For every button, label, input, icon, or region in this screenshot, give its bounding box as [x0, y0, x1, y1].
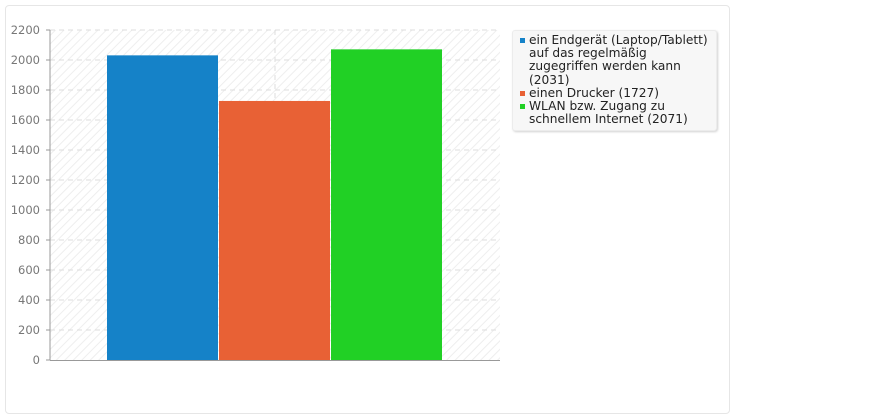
legend-item: ein Endgerät (Laptop/Tablett) auf das re… — [519, 33, 710, 87]
y-tick-label: 1400 — [11, 143, 40, 157]
y-tick-label: 800 — [18, 233, 40, 247]
y-tick-label: 200 — [18, 323, 40, 337]
legend: ein Endgerät (Laptop/Tablett) auf das re… — [512, 30, 717, 132]
y-tick-label: 1200 — [11, 173, 40, 187]
legend-item: WLAN bzw. Zugang zu schnellem Internet (… — [519, 99, 710, 127]
y-tick-label: 600 — [18, 263, 40, 277]
y-tick-label: 2000 — [11, 53, 40, 67]
legend-label: ein Endgerät (Laptop/Tablett) auf das re… — [529, 33, 708, 87]
y-tick-label: 2200 — [11, 23, 40, 37]
bar — [331, 49, 442, 360]
y-tick-label: 1000 — [11, 203, 40, 217]
legend-label: WLAN bzw. Zugang zu schnellem Internet (… — [529, 99, 688, 127]
y-tick-label: 1600 — [11, 113, 40, 127]
legend-label: einen Drucker (1727) — [529, 85, 660, 100]
legend-item: einen Drucker (1727) — [519, 85, 710, 100]
bar — [107, 55, 218, 360]
y-tick-label: 400 — [18, 293, 40, 307]
y-tick-label: 0 — [33, 353, 40, 367]
axes — [49, 30, 500, 361]
legend-swatch — [520, 38, 525, 43]
y-tick-labels: 0 200 400 600 800 1000 1200 1400 1600 1800 2000 220… — [11, 23, 50, 367]
legend-swatch — [520, 104, 525, 110]
legend-swatch — [520, 90, 525, 96]
y-tick-label: 1800 — [11, 83, 40, 97]
bars — [107, 49, 442, 360]
bar — [219, 100, 330, 360]
